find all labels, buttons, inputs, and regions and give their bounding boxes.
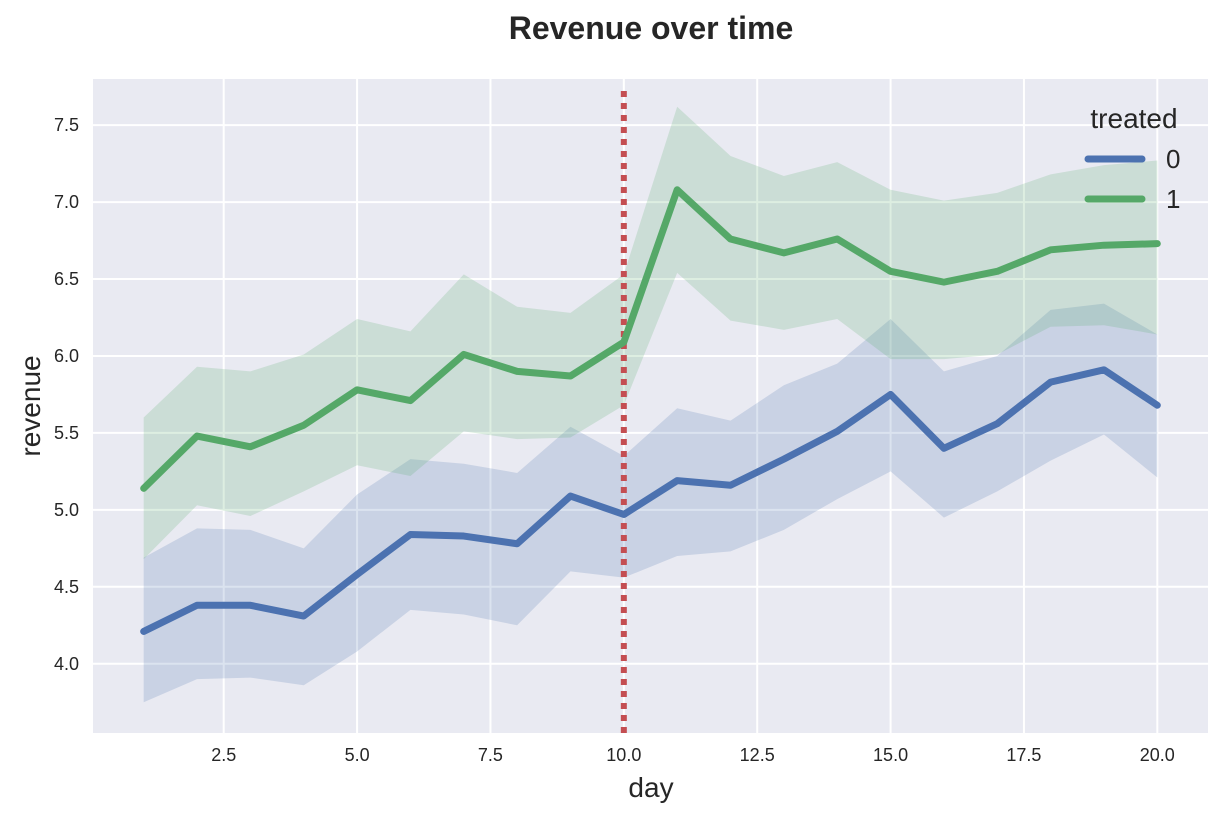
- legend-items: 01: [1084, 144, 1180, 214]
- x-axis-ticks: 2.5 5.0 7.5 10.0 12.5 15.0 17.5 20.0: [211, 745, 1175, 765]
- x-axis-label: day: [628, 772, 673, 803]
- legend-title: treated: [1090, 103, 1177, 134]
- x-tick-label: 12.5: [740, 745, 775, 765]
- x-tick-label: 20.0: [1140, 745, 1175, 765]
- y-tick-label: 6.5: [54, 269, 79, 289]
- confidence-band-1: [143, 106, 1158, 560]
- y-tick-label: 6.0: [54, 346, 79, 366]
- y-axis-ticks: 4.0 4.5 5.0 5.5 6.0 6.5 7.0 7.5: [54, 115, 79, 674]
- x-tick-label: 10.0: [606, 745, 641, 765]
- legend: treated 01: [1084, 103, 1180, 214]
- x-tick-label: 2.5: [211, 745, 236, 765]
- y-tick-label: 7.5: [54, 115, 79, 135]
- series-line-1: [140, 186, 1161, 492]
- series-line-0: [140, 366, 1161, 635]
- x-tick-label: 7.5: [478, 745, 503, 765]
- legend-label-0: 0: [1166, 144, 1180, 174]
- grid: [93, 79, 1208, 733]
- x-tick-label: 5.0: [345, 745, 370, 765]
- legend-label-1: 1: [1166, 184, 1180, 214]
- chart-title: Revenue over time: [509, 10, 794, 46]
- x-tick-label: 15.0: [873, 745, 908, 765]
- y-axis-label: revenue: [15, 355, 46, 456]
- y-tick-label: 5.5: [54, 423, 79, 443]
- y-tick-label: 4.0: [54, 654, 79, 674]
- y-tick-label: 5.0: [54, 500, 79, 520]
- y-tick-label: 7.0: [54, 192, 79, 212]
- series-lines: [140, 186, 1161, 635]
- x-tick-label: 17.5: [1006, 745, 1041, 765]
- y-tick-label: 4.5: [54, 577, 79, 597]
